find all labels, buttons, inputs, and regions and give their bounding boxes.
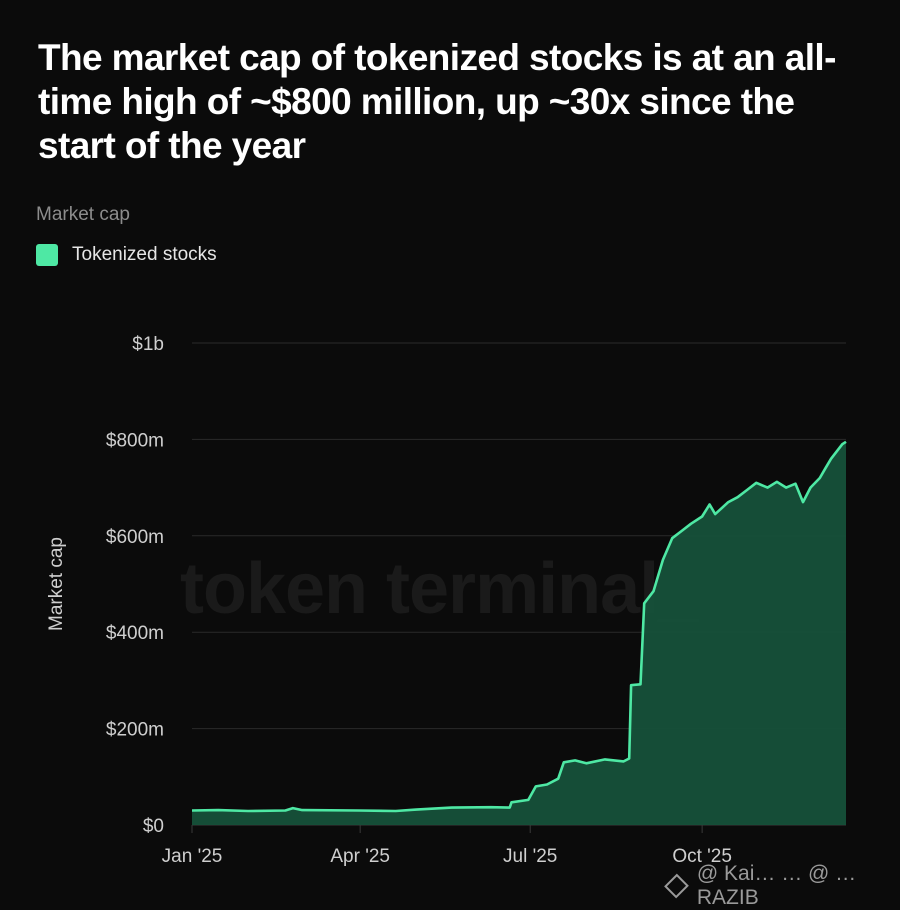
y-tick-label: $800m (106, 430, 164, 451)
y-tick-label: $1b (132, 334, 164, 355)
footer-text: @ Kai… … @ …RAZIB (696, 862, 857, 909)
x-tick-label: Jul '25 (503, 846, 557, 867)
legend: Tokenized stocks (36, 244, 217, 266)
binance-icon (664, 873, 689, 899)
series-area (192, 441, 846, 825)
watermark: token terminal_ (180, 549, 698, 629)
legend-swatch (36, 244, 58, 266)
y-tick-label: $400m (106, 623, 164, 644)
x-tick-label: Apr '25 (330, 846, 390, 867)
x-tick-label: Jan '25 (162, 846, 223, 867)
y-tick-label: $0 (143, 816, 164, 837)
legend-label: Tokenized stocks (72, 244, 217, 265)
footer-attribution: @ Kai… … @ …RAZIB (664, 862, 900, 910)
chart-subtitle: Market cap (36, 204, 130, 225)
x-tick-label: Oct '25 (672, 846, 732, 867)
series-line (191, 440, 847, 813)
y-tick-label: $200m (106, 720, 164, 741)
y-tick-label: $600m (106, 527, 164, 548)
y-axis-label: Market cap (46, 537, 67, 631)
chart-title: The market cap of tokenized stocks is at… (38, 37, 836, 166)
